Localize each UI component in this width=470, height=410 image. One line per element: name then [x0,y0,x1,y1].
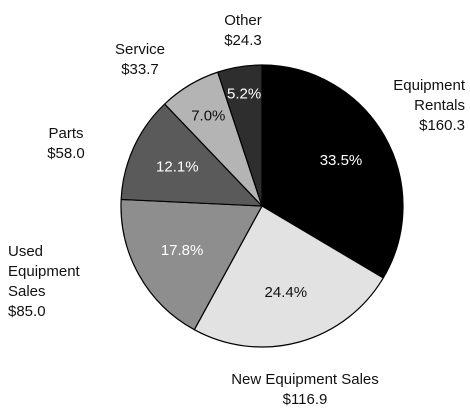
pie-slices [120,64,404,348]
category-label-used-equipment-sales: Used Equipment Sales $85.0 [8,243,81,320]
pie-slice-parts [120,103,263,207]
category-name-other: Other [224,12,262,29]
pct-label-service: 7.0% [191,107,225,124]
category-name-equipment-rentals: Equipment [393,77,466,94]
category-label-new-equipment-sales: New Equipment Sales $116.9 [231,371,379,408]
category-name-new-equipment-sales: New Equipment Sales [231,371,379,388]
category-name-used-equipment-sales: Used [8,243,43,260]
pie-slice-new-equipment-sales [193,205,384,348]
value-label-used-equipment-sales: $85.0 [8,303,46,320]
pct-label-new-equipment-sales: 24.4% [265,284,308,301]
category-label-service: Service $33.7 [115,41,165,78]
value-label-parts: $58.0 [47,145,85,162]
category-name-service: Service [115,41,165,58]
value-label-other: $24.3 [224,32,262,49]
pie-slice-equipment-rentals [261,64,404,279]
value-label-equipment-rentals: $160.3 [419,117,465,134]
pct-label-equipment-rentals: 33.5% [320,152,363,169]
category-name-parts: Parts [48,125,83,142]
value-label-service: $33.7 [121,61,159,78]
value-label-new-equipment-sales: $116.9 [283,391,328,408]
category-labels: Equipment Rentals $160.3 New Equipment Sale… [8,12,466,408]
category-name-used-equipment-sales: Sales [8,283,46,300]
category-label-parts: Parts $58.0 [47,125,85,162]
pct-label-parts: 12.1% [156,158,199,175]
percentage-labels: 33.5% 24.4% 17.8% 12.1% 7.0%5.2% [156,86,362,301]
category-label-other: Other $24.3 [224,12,262,49]
pct-label-used-equipment-sales: 17.8% [161,242,204,259]
category-label-equipment-rentals: Equipment Rentals $160.3 [393,77,466,134]
pct-label-other: 5.2% [227,86,261,103]
pie-slice-used-equipment-sales [120,198,263,331]
pie-slice-other [217,64,263,207]
category-name-equipment-rentals: Rentals [414,97,465,114]
category-name-used-equipment-sales: Equipment [8,263,81,280]
